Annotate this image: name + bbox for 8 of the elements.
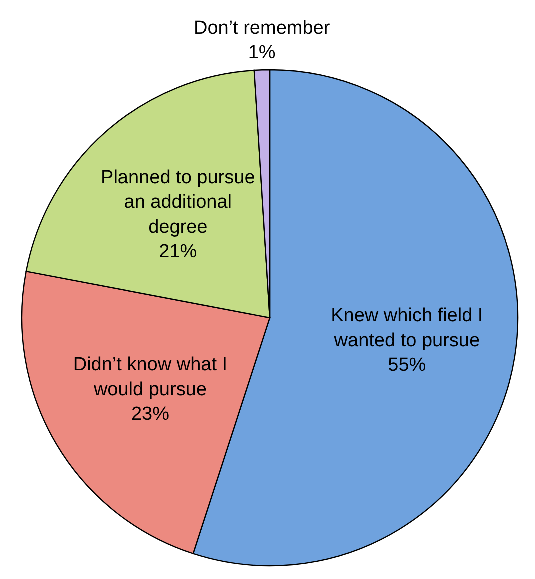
slice-label: Didn’t know what I would pursue (73, 354, 228, 400)
slice-label: Planned to pursue an additional degree (101, 167, 256, 238)
data-label: 1% (248, 42, 276, 64)
slice-label: Don’t remember (194, 18, 331, 40)
data-label: 55% (388, 355, 426, 376)
slice-label: Knew which field I wanted to pursue (331, 306, 484, 352)
data-label: 23% (131, 404, 170, 426)
data-label: 21% (159, 242, 198, 263)
